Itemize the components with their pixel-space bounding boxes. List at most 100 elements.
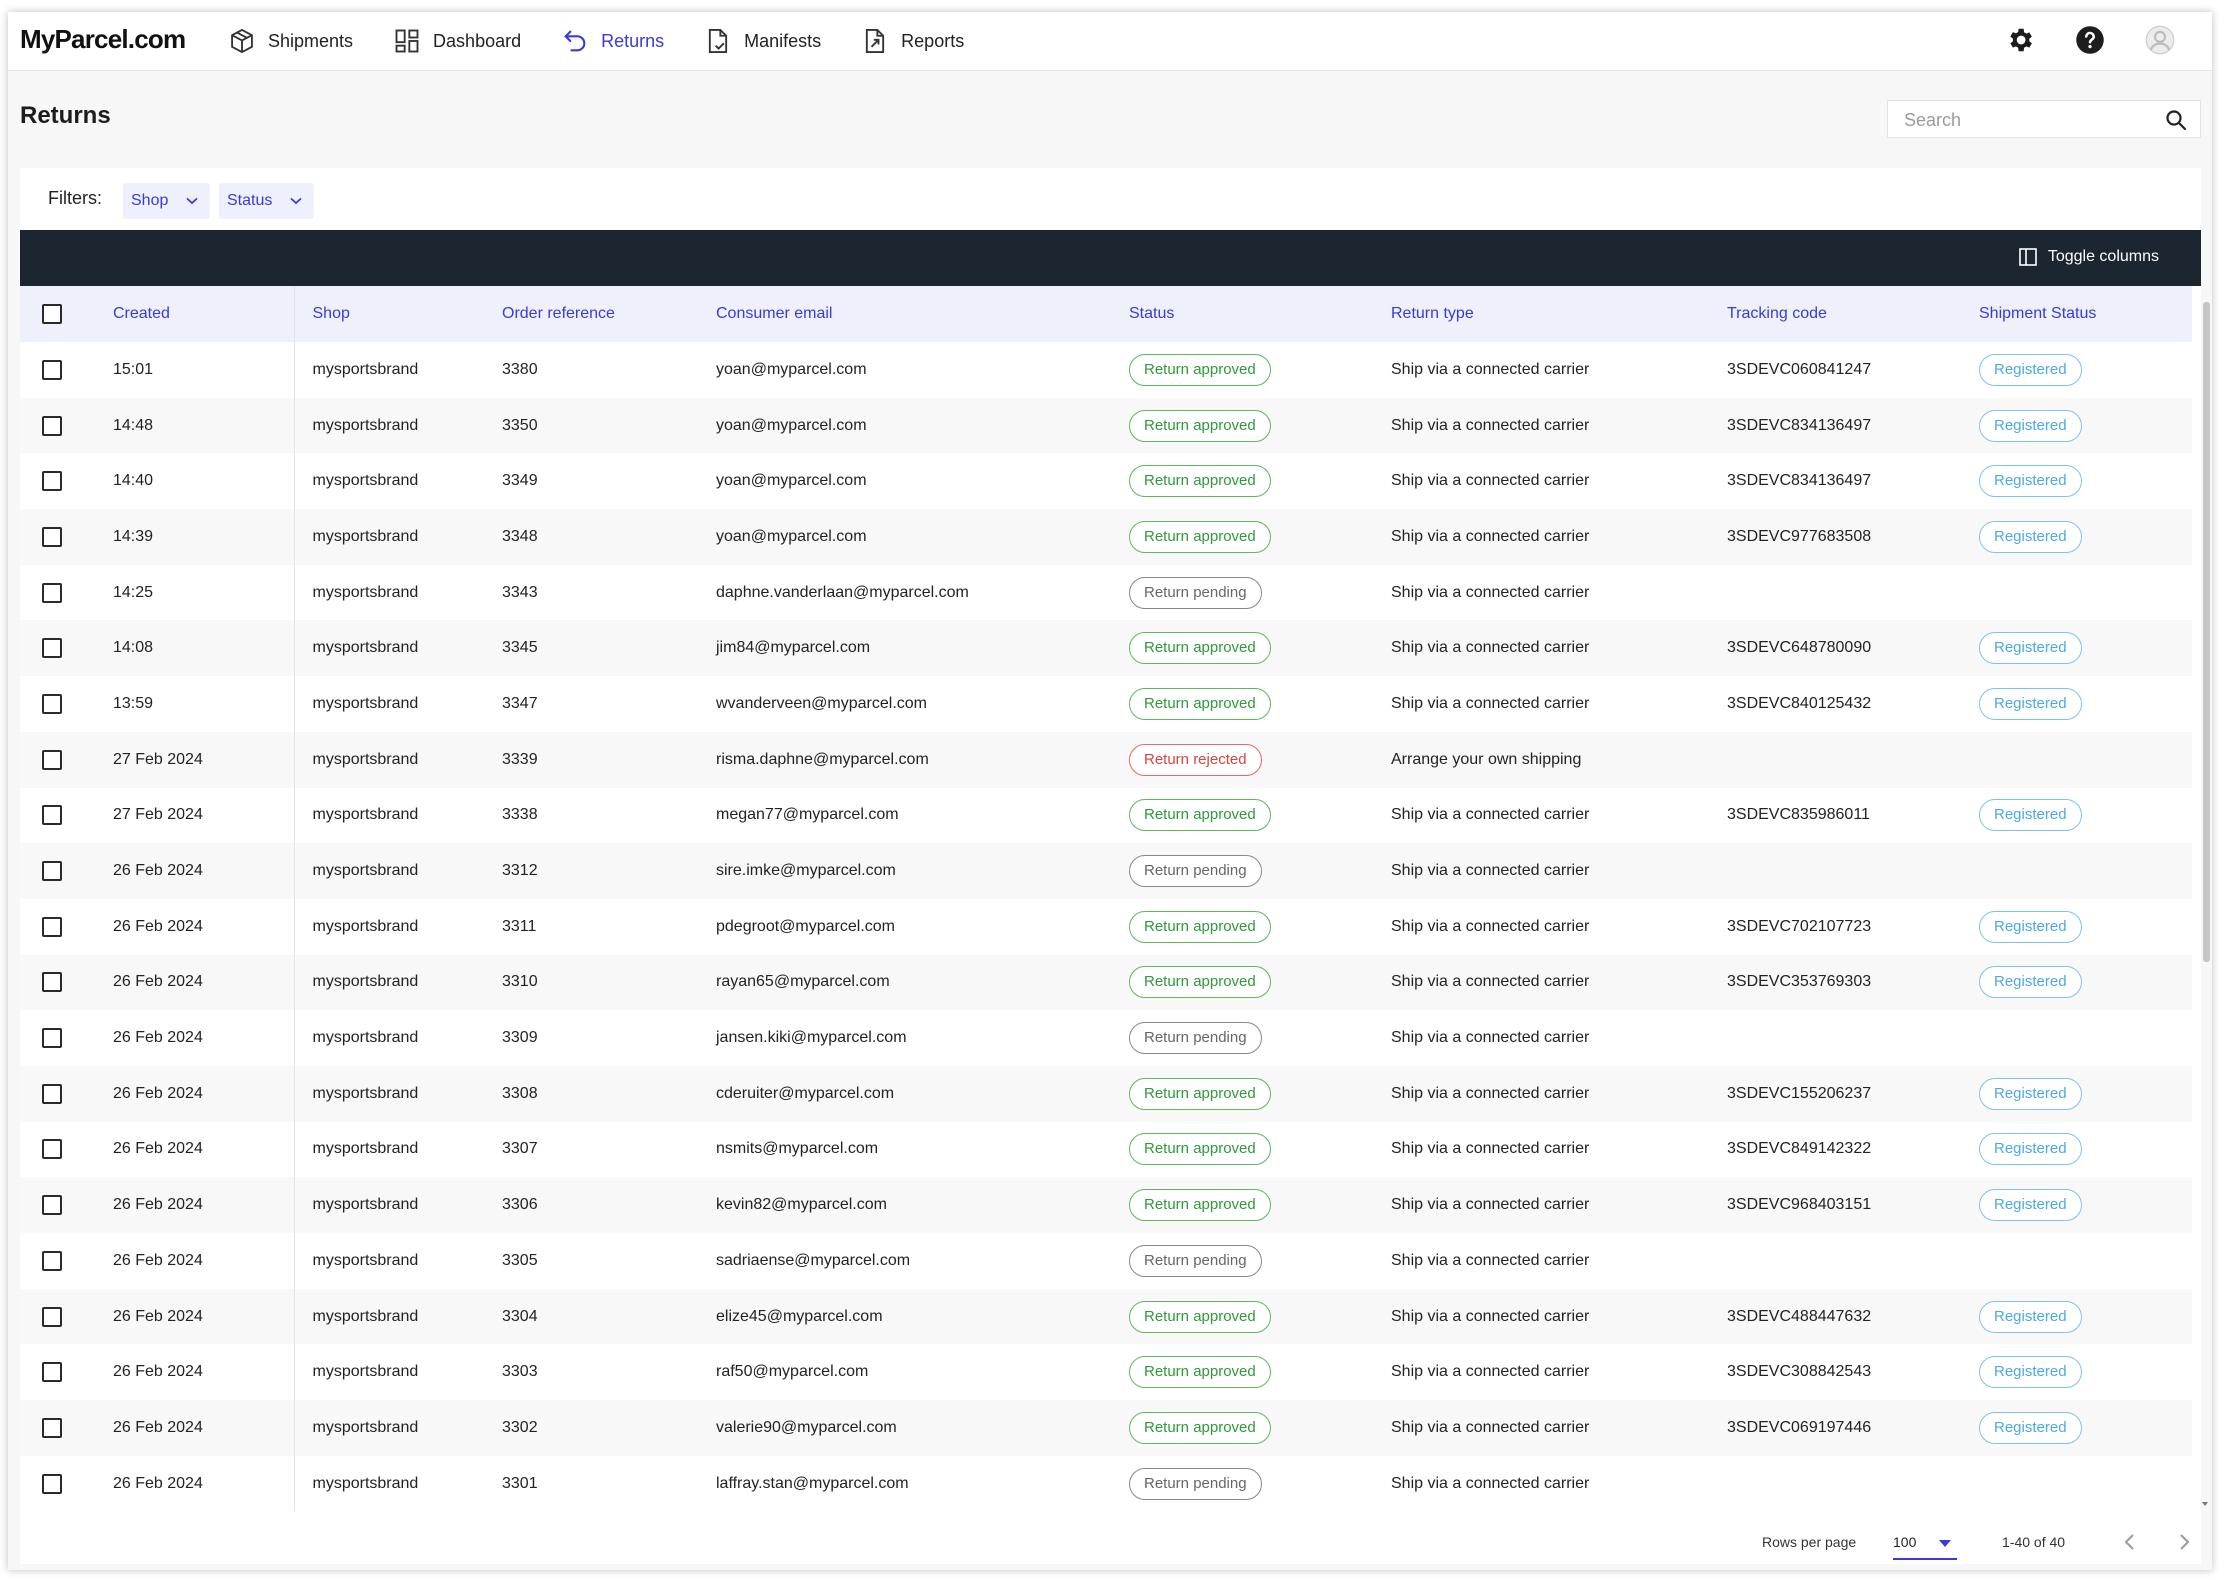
row-checkbox[interactable]: [42, 861, 62, 882]
cell-order-reference: 3345: [502, 639, 538, 657]
chevron-left-icon[interactable]: [2118, 1530, 2142, 1554]
table-row[interactable]: 14:08 mysportsbrand 3345 jim84@myparcel.com…: [20, 620, 2192, 677]
nav-label: Dashboard: [433, 30, 522, 51]
table-row[interactable]: 26 Feb 2024 mysportsbrand 3311 pdegroot@myp…: [20, 898, 2192, 955]
row-checkbox[interactable]: [42, 1250, 62, 1271]
cell-return-type: Ship via a connected carrier: [1391, 360, 1590, 378]
row-checkbox[interactable]: [42, 1306, 62, 1327]
cell-tracking-code: [1727, 1233, 1979, 1289]
toggle-columns-button[interactable]: Toggle columns: [2018, 247, 2159, 267]
settings-button[interactable]: [2004, 24, 2036, 56]
column-header-tracking-code[interactable]: Tracking code: [1727, 305, 1827, 322]
table-header-row: Created Shop Order reference Consumer em…: [20, 286, 2192, 342]
row-checkbox[interactable]: [42, 582, 62, 603]
cell-status: Return rejected: [1129, 732, 1391, 788]
cell-shop: mysportsbrand: [293, 453, 502, 510]
table-row[interactable]: 26 Feb 2024 mysportsbrand 3302 valerie90@my…: [20, 1400, 2192, 1456]
cell-tracking-code: [1727, 1456, 1979, 1512]
row-checkbox[interactable]: [42, 1362, 62, 1383]
user-avatar[interactable]: [2144, 24, 2176, 56]
cell-consumer-email: raf50@myparcel.com: [716, 1363, 869, 1381]
cell-consumer-email: yoan@myparcel.com: [716, 527, 867, 545]
table-row[interactable]: 27 Feb 2024 mysportsbrand 3339 risma.daphne…: [20, 731, 2192, 788]
status-badge: Return pending: [1129, 855, 1262, 888]
table-row[interactable]: 26 Feb 2024 mysportsbrand 3305 sadriaense@m…: [20, 1233, 2192, 1289]
status-filter-dropdown[interactable]: Status: [219, 183, 315, 219]
row-checkbox[interactable]: [42, 749, 62, 770]
cell-status: Return pending: [1129, 1456, 1391, 1512]
cell-shipment-status: Registered: [1979, 1400, 2192, 1456]
nav-shipments[interactable]: Shipments: [228, 27, 353, 55]
shop-filter-dropdown[interactable]: Shop: [123, 183, 211, 219]
nav-returns[interactable]: Returns: [561, 27, 664, 55]
row-checkbox[interactable]: [42, 638, 62, 659]
cell-tracking-code: 3SDEVC353769303: [1727, 973, 1872, 991]
logo[interactable]: MyParcel.com: [20, 24, 186, 54]
table-row[interactable]: 26 Feb 2024 mysportsbrand 3303 raf50@myparc…: [20, 1344, 2192, 1401]
table-row[interactable]: 26 Feb 2024 mysportsbrand 3304 elize45@mypa…: [20, 1288, 2192, 1345]
nav-dashboard[interactable]: Dashboard: [393, 27, 521, 55]
row-checkbox[interactable]: [42, 526, 62, 547]
table-row[interactable]: 26 Feb 2024 mysportsbrand 3301 laffray.stan…: [20, 1455, 2192, 1512]
cell-tracking-code: 3SDEVC702107723: [1727, 917, 1872, 935]
table-row[interactable]: 26 Feb 2024 mysportsbrand 3306 kevin82@mypa…: [20, 1177, 2192, 1233]
cell-shipment-status: Registered: [1979, 509, 2192, 565]
table-row[interactable]: 14:40 mysportsbrand 3349 yoan@myparcel.com R…: [20, 453, 2192, 510]
table-scrollbar[interactable]: [2203, 302, 2210, 962]
report-icon: [866, 28, 885, 54]
column-header-shipment-status[interactable]: Shipment Status: [1979, 305, 2097, 322]
cell-shipment-status: Registered: [1979, 1344, 2192, 1400]
row-checkbox[interactable]: [42, 1028, 62, 1049]
row-checkbox[interactable]: [42, 1417, 62, 1438]
cell-tracking-code: 3SDEVC968403151: [1727, 1196, 1872, 1214]
nav-label: Returns: [601, 30, 665, 51]
table-row[interactable]: 27 Feb 2024 mysportsbrand 3338 megan77@mypa…: [20, 787, 2192, 844]
row-checkbox[interactable]: [42, 1473, 62, 1494]
rows-per-page-label: Rows per page: [1762, 1534, 1857, 1550]
table-row[interactable]: 26 Feb 2024 mysportsbrand 3307 nsmits@mypar…: [20, 1121, 2192, 1178]
cell-created: 14:25: [113, 583, 154, 601]
search-icon[interactable]: [2164, 108, 2188, 132]
search-input[interactable]: [1902, 109, 2156, 132]
table-row[interactable]: 14:25 mysportsbrand 3343 daphne.vanderlaan@…: [20, 564, 2192, 621]
column-header-shop[interactable]: Shop: [293, 286, 502, 342]
table-row[interactable]: 13:59 mysportsbrand 3347 wvanderveen@myparc…: [20, 676, 2192, 732]
table-row[interactable]: 26 Feb 2024 mysportsbrand 3310 rayan65@mypa…: [20, 954, 2192, 1011]
shipment-status-badge: Registered: [1979, 799, 2082, 832]
nav-manifests[interactable]: Manifests: [704, 27, 821, 55]
cell-tracking-code: 3SDEVC155206237: [1727, 1084, 1872, 1102]
row-checkbox[interactable]: [42, 916, 62, 937]
column-header-created[interactable]: Created: [113, 305, 170, 322]
table-row[interactable]: 14:48 mysportsbrand 3350 yoan@myparcel.com R…: [20, 397, 2192, 454]
row-checkbox[interactable]: [42, 805, 62, 826]
cell-order-reference: 3380: [502, 360, 538, 378]
row-checkbox[interactable]: [42, 471, 62, 492]
row-checkbox[interactable]: [42, 415, 62, 436]
table-row[interactable]: 26 Feb 2024 mysportsbrand 3308 cderuiter@my…: [20, 1065, 2192, 1122]
rows-per-page-select[interactable]: 100: [1893, 1526, 1957, 1560]
column-header-return-type[interactable]: Return type: [1391, 305, 1474, 322]
column-header-order-reference[interactable]: Order reference: [502, 305, 615, 322]
scroll-down-arrow[interactable]: [2202, 1502, 2208, 1506]
cell-consumer-email: sadriaense@myparcel.com: [716, 1251, 911, 1269]
table-row[interactable]: 26 Feb 2024 mysportsbrand 3312 sire.imke@my…: [20, 843, 2192, 899]
row-select-cell: [20, 398, 113, 454]
column-header-consumer-email[interactable]: Consumer email: [716, 305, 833, 322]
nav-reports[interactable]: Reports: [861, 27, 964, 55]
cell-return-type: Ship via a connected carrier: [1391, 973, 1590, 991]
row-checkbox[interactable]: [42, 693, 62, 714]
cell-shop: mysportsbrand: [293, 1455, 502, 1512]
help-button[interactable]: [2074, 24, 2106, 56]
row-checkbox[interactable]: [42, 1083, 62, 1104]
row-checkbox[interactable]: [42, 1195, 62, 1216]
column-header-status[interactable]: Status: [1129, 305, 1175, 322]
table-row[interactable]: 15:01 mysportsbrand 3380 yoan@myparcel.com R…: [20, 342, 2192, 398]
row-checkbox[interactable]: [42, 359, 62, 380]
table-row[interactable]: 14:39 mysportsbrand 3348 yoan@myparcel.com R…: [20, 509, 2192, 565]
row-checkbox[interactable]: [42, 1139, 62, 1160]
row-checkbox[interactable]: [42, 972, 62, 993]
table-row[interactable]: 26 Feb 2024 mysportsbrand 3309 jansen.kiki@…: [20, 1010, 2192, 1066]
cell-return-type: Ship via a connected carrier: [1391, 416, 1590, 434]
chevron-right-icon[interactable]: [2172, 1530, 2196, 1554]
select-all-checkbox[interactable]: [42, 304, 62, 324]
